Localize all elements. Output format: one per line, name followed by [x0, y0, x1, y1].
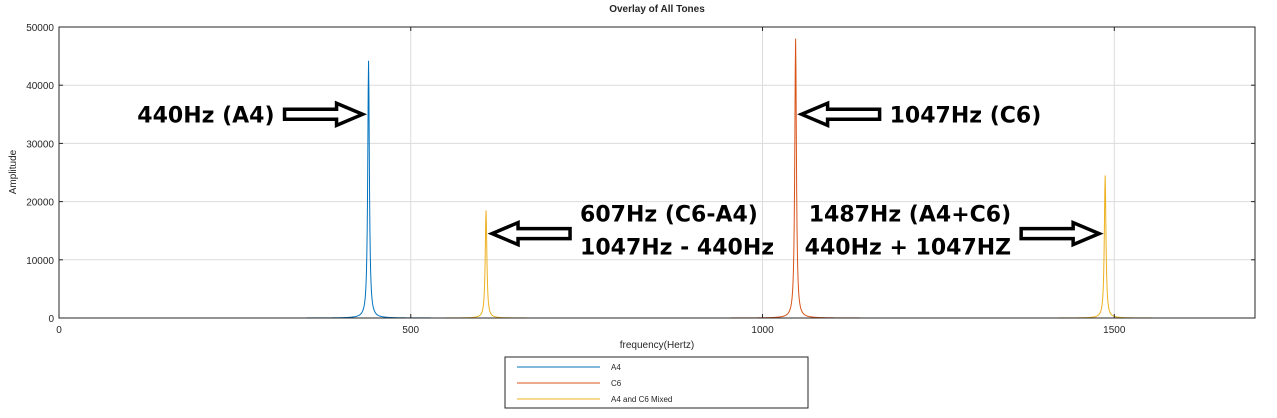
- y-tick-label: 40000: [26, 81, 54, 92]
- annotation-arrow: [797, 100, 882, 128]
- annotation-label: 1047Hz - 440Hz: [580, 236, 774, 261]
- annotation-arrow: [487, 219, 572, 248]
- annotation-arrow: [1019, 219, 1104, 248]
- x-tick-label: 0: [56, 325, 62, 336]
- legend-entry: A4 and C6 Mixed: [611, 395, 672, 404]
- y-tick-label: 30000: [26, 139, 54, 150]
- y-tick-label: 0: [48, 314, 54, 325]
- chart-title: Overlay of All Tones: [609, 4, 705, 15]
- grid-lines: [59, 27, 1255, 318]
- x-tick-label: 1500: [1103, 325, 1126, 336]
- x-tick-label: 1000: [751, 325, 774, 336]
- annotation-label: 440Hz + 1047HZ: [805, 236, 1012, 261]
- legend-entry: A4: [611, 363, 621, 372]
- annotation-label: 440Hz (A4): [137, 103, 274, 128]
- annotation-label: 1487Hz (A4+C6): [809, 203, 1011, 228]
- y-tick-label: 50000: [26, 23, 54, 34]
- y-axis-label: Amplitude: [8, 149, 19, 194]
- x-tick-label: 500: [402, 325, 419, 336]
- legend: A4 C6 A4 and C6 Mixed: [504, 356, 809, 409]
- y-tick-label: 20000: [26, 198, 54, 209]
- axis-ticks: 0 500 1000 1500 0 10000 20000 30000 40000 50000: [26, 23, 1255, 336]
- legend-entry: C6: [611, 379, 622, 388]
- annotation-arrow: [282, 100, 368, 128]
- annotation-label: 607Hz (C6-A4): [580, 203, 758, 228]
- y-tick-label: 10000: [26, 256, 54, 267]
- plot-area-frame: [58, 26, 1256, 319]
- x-axis-label: frequency(Hertz): [620, 340, 694, 351]
- annotation-label: 1047Hz (C6): [890, 103, 1042, 128]
- annotations: 440Hz (A4) 1047Hz (C6) 607Hz (C6-A4) 1047Hz…: [137, 100, 1104, 261]
